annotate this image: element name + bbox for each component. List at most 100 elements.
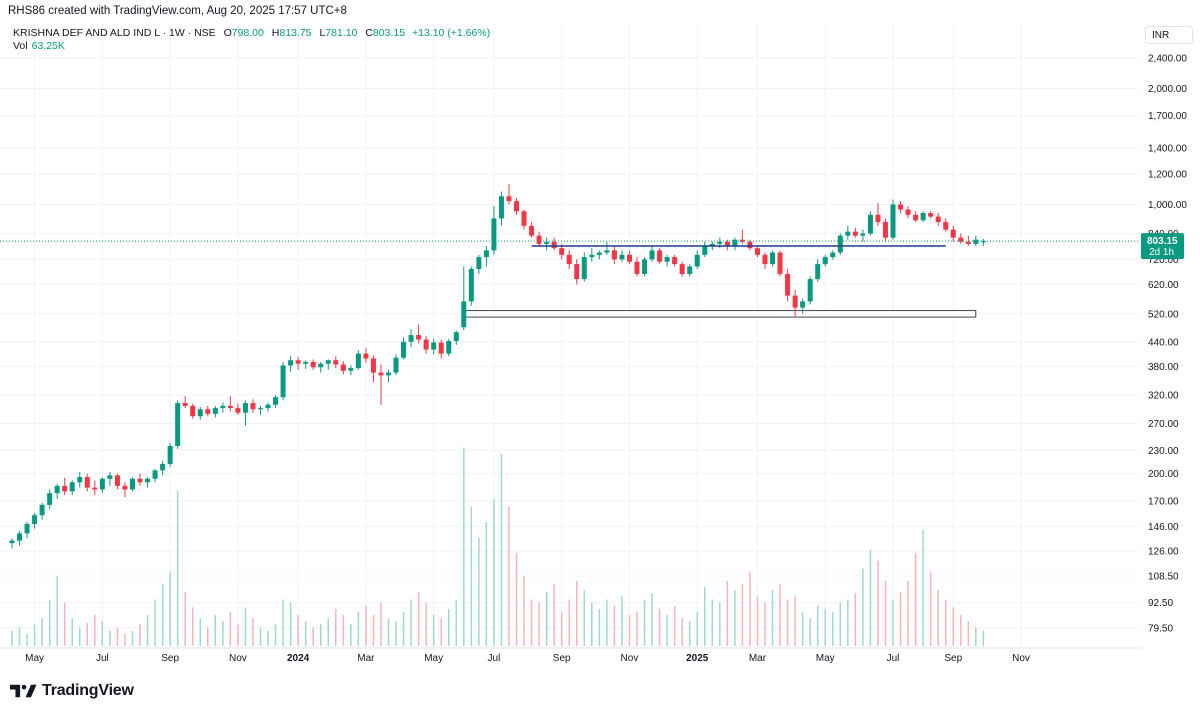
candle-body xyxy=(551,241,557,249)
volume-bar xyxy=(237,624,239,646)
volume-bar xyxy=(651,593,653,646)
candle-body xyxy=(182,403,188,406)
candle-body xyxy=(521,211,527,226)
x-axis-tick-label: Nov xyxy=(621,653,639,664)
candle-body xyxy=(69,482,75,492)
candle-body xyxy=(483,250,489,258)
y-axis-tick-label: 1,400.00 xyxy=(1148,144,1187,155)
volume-bar xyxy=(33,624,36,646)
close-value: 803.15 xyxy=(372,27,406,39)
candle-body xyxy=(303,361,309,364)
volume-bar xyxy=(94,615,96,646)
candle-body xyxy=(626,254,632,262)
volume-bar xyxy=(116,627,119,646)
volume-bar xyxy=(560,611,563,646)
candle-body xyxy=(114,475,120,486)
volume-bar xyxy=(199,618,201,646)
candle-body xyxy=(687,266,693,274)
candle-body xyxy=(205,409,211,414)
candle-body xyxy=(438,342,444,354)
volume-bar xyxy=(395,621,397,646)
candle-body xyxy=(785,273,791,296)
y-axis-tick-label: 320.00 xyxy=(1148,391,1179,402)
open-value: 798.00 xyxy=(231,27,264,39)
candle-body xyxy=(845,231,851,236)
last-price-tag xyxy=(1141,233,1184,260)
candle-body xyxy=(250,403,256,410)
y-axis-tick-label: 2,000.00 xyxy=(1148,84,1187,95)
volume-bar xyxy=(688,621,691,646)
volume-bar xyxy=(523,576,525,646)
candle-body xyxy=(559,248,565,255)
currency-selector[interactable]: INR xyxy=(1145,26,1193,44)
volume-bar xyxy=(161,584,164,646)
candle-body xyxy=(152,470,158,479)
volume-bar xyxy=(816,605,819,646)
volume-bar xyxy=(756,596,759,646)
volume-bar xyxy=(794,596,796,646)
volume-bar xyxy=(372,615,375,646)
x-axis-tick-label: 2025 xyxy=(686,653,709,664)
volume-bar xyxy=(598,608,601,646)
volume-bar xyxy=(176,491,179,646)
volume-bar xyxy=(410,599,412,646)
volume-bar xyxy=(696,611,698,646)
candle-body xyxy=(386,372,391,376)
low-value: 781.10 xyxy=(325,27,358,39)
candle-body xyxy=(24,524,30,534)
volume-bar xyxy=(801,611,804,646)
volume-bar xyxy=(184,591,186,646)
bar-countdown-label: 2d 1h xyxy=(1149,247,1174,258)
volume-bar xyxy=(839,602,842,646)
open-label: O xyxy=(223,27,232,39)
candle-body xyxy=(664,257,670,262)
volume-bar xyxy=(929,571,932,646)
volume-bar xyxy=(297,615,299,646)
candle-body xyxy=(724,241,730,247)
volume-bar xyxy=(26,633,28,646)
volume-bar xyxy=(342,615,345,646)
volume-bar xyxy=(847,599,849,646)
low-label: L xyxy=(319,27,326,39)
volume-bar xyxy=(734,590,736,646)
volume-bar xyxy=(56,576,58,646)
candle-body xyxy=(32,515,38,525)
candle-body xyxy=(310,361,316,368)
volume-bar xyxy=(387,618,390,646)
candle-body xyxy=(54,485,60,494)
candle-body xyxy=(167,445,173,464)
volume-bar xyxy=(402,611,405,646)
candle-body xyxy=(273,397,279,405)
volume-value: 63.25K xyxy=(31,40,65,52)
candle-body xyxy=(401,341,407,358)
candle-body xyxy=(574,264,580,280)
volume-bar xyxy=(771,590,774,646)
candle-body xyxy=(363,353,369,359)
volume-bar xyxy=(613,605,616,646)
volume-bar xyxy=(335,608,337,646)
volume-bar xyxy=(944,599,947,646)
candle-body xyxy=(807,279,813,302)
volume-bar xyxy=(327,618,330,646)
volume-bar xyxy=(493,498,495,646)
volume-bar xyxy=(48,599,51,646)
brand[interactable]: TradingView xyxy=(10,682,134,700)
y-axis-tick-label: 230.00 xyxy=(1148,446,1179,457)
candle-body xyxy=(47,493,53,505)
candle-body xyxy=(506,196,512,202)
volume-bar xyxy=(583,590,586,646)
candle-body xyxy=(717,241,723,244)
candle-body xyxy=(529,225,535,236)
candle-body xyxy=(800,301,806,308)
volume-bar xyxy=(673,605,676,646)
volume-bar xyxy=(440,618,442,646)
candle-body xyxy=(498,196,504,219)
high-label: H xyxy=(271,27,280,39)
candle-body xyxy=(581,257,587,280)
y-axis-tick-label: 200.00 xyxy=(1148,469,1179,480)
candle-body xyxy=(935,216,941,223)
candle-body xyxy=(17,533,23,541)
volume-bar xyxy=(380,602,382,646)
candle-body xyxy=(973,239,979,244)
